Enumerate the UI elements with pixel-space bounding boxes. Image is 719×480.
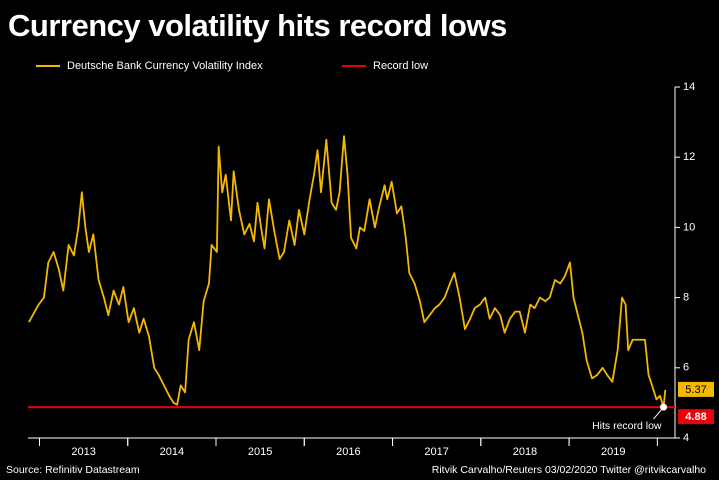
x-tick-label: 2019 xyxy=(601,446,625,458)
chart-title: Currency volatility hits record lows xyxy=(8,8,507,43)
y-tick-label: 14 xyxy=(683,81,695,93)
y-tick-label: 10 xyxy=(683,221,695,233)
end-label-box xyxy=(678,381,714,397)
y-tick-label: 12 xyxy=(683,151,695,163)
x-tick-label: 2014 xyxy=(160,446,184,458)
credit: Ritvik Carvalho/Reuters 03/02/2020 Twitt… xyxy=(432,464,706,476)
source: Source: Refinitiv Datastream xyxy=(6,464,140,476)
y-tick-label: 4 xyxy=(683,432,689,444)
x-tick-label: 2017 xyxy=(424,446,448,458)
x-tick-label: 2015 xyxy=(248,446,272,458)
annotation-leader xyxy=(653,406,664,420)
x-tick-label: 2013 xyxy=(71,446,95,458)
legend-label: Deutsche Bank Currency Volatility Index xyxy=(67,60,263,72)
series-line xyxy=(28,135,667,409)
record-low-box xyxy=(678,409,714,425)
y-tick-label: 8 xyxy=(683,292,689,304)
legend-label: Record low xyxy=(373,60,428,72)
y-tick-label: 6 xyxy=(683,362,689,374)
end-label: 5.37 xyxy=(685,384,706,396)
x-tick-label: 2018 xyxy=(513,446,537,458)
annotation: Hits record low xyxy=(592,420,662,432)
record-low-label: 4.88 xyxy=(685,411,706,423)
x-tick-label: 2016 xyxy=(336,446,360,458)
